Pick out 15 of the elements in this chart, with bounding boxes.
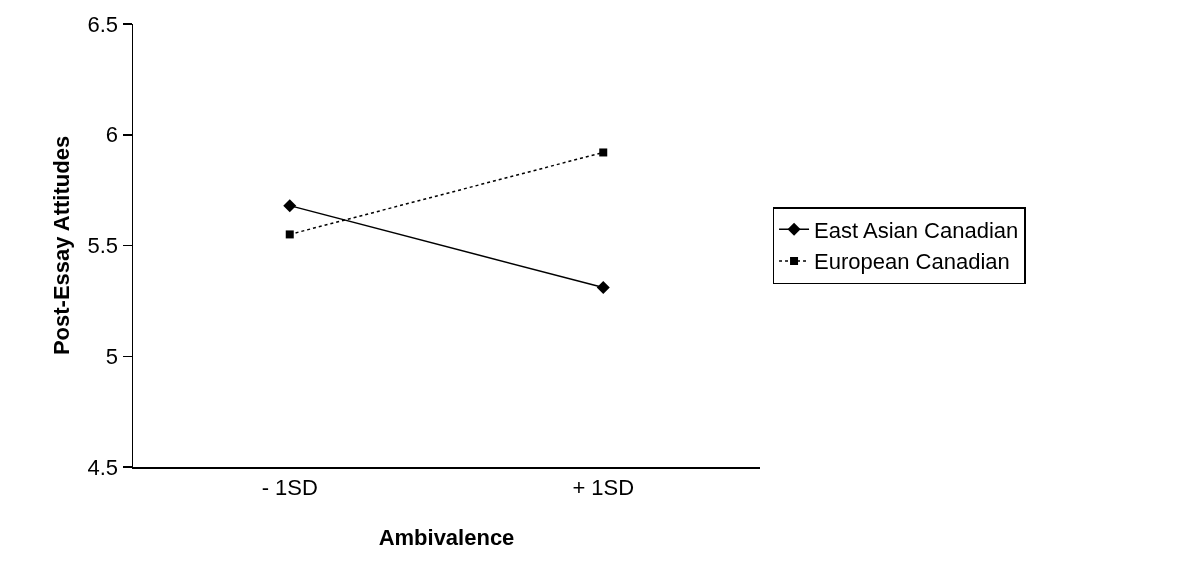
point [596,281,610,295]
y-tick-label: 6 [105,122,119,148]
legend-label: European Canadian [814,249,1010,275]
point [283,199,297,213]
y-tick-label: 6.5 [87,11,119,37]
y-tick-label: 4.5 [87,454,119,480]
legend-label: East Asian Canadian [814,217,1019,243]
point [285,230,294,239]
y-tick-label: 5.5 [87,233,119,259]
x-tick-label: - 1SD [261,474,318,500]
x-tick-label: + 1SD [572,474,635,500]
y-axis-title: Post-Essay Attitudes [48,135,74,356]
x-axis-title: Ambivalence [378,524,515,550]
point [599,148,608,157]
y-tick-label: 5 [105,343,119,369]
